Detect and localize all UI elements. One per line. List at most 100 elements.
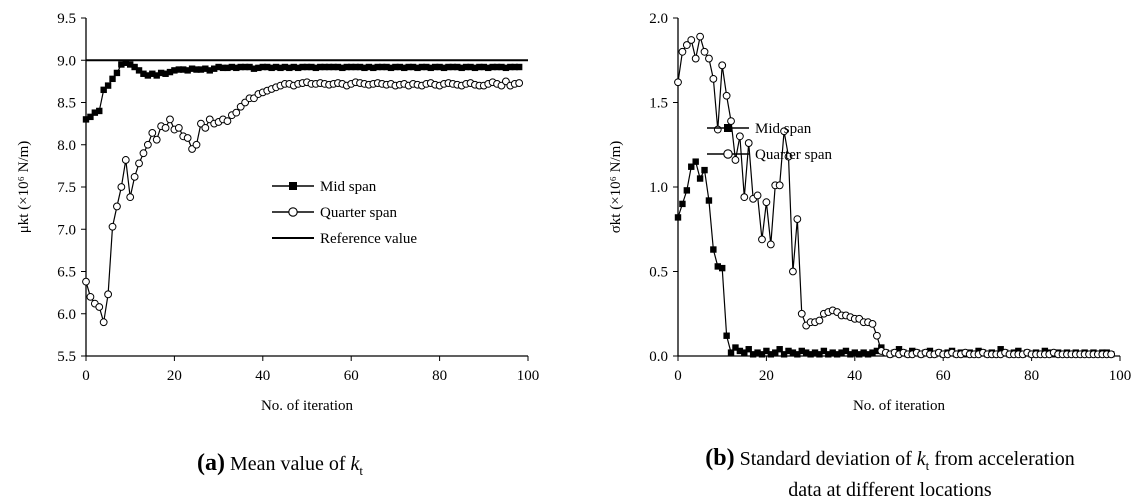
data-point — [259, 63, 266, 71]
data-point — [330, 63, 337, 71]
series-mid-span — [674, 158, 1115, 358]
data-point — [232, 108, 241, 117]
data-point — [356, 63, 364, 71]
data-point — [215, 63, 222, 71]
data-point — [462, 63, 470, 71]
data-point — [816, 351, 823, 358]
data-point — [485, 64, 492, 72]
data-point — [396, 63, 404, 71]
data-point — [290, 63, 297, 71]
data-point — [471, 64, 479, 72]
data-point — [476, 63, 483, 71]
legend-item: Quarter span — [272, 205, 398, 221]
series-mid-span — [82, 59, 523, 123]
legend-marker — [723, 149, 733, 159]
data-point — [722, 91, 731, 100]
data-point — [511, 63, 518, 71]
data-point — [758, 235, 766, 244]
y-tick-label: 5.5 — [57, 349, 76, 365]
data-point — [317, 63, 324, 71]
series-quarter-span — [82, 77, 524, 327]
x-axis-label: No. of iteration — [853, 398, 946, 414]
x-tick-label: 60 — [344, 368, 359, 384]
data-point — [997, 346, 1004, 353]
data-point — [161, 123, 170, 132]
data-point — [674, 214, 682, 221]
data-point — [762, 198, 771, 207]
legend-item: Mid span — [272, 179, 377, 195]
data-point — [692, 158, 699, 165]
data-point — [387, 64, 395, 72]
data-point — [409, 63, 417, 71]
data-point — [869, 349, 876, 356]
data-point — [802, 349, 810, 356]
data-point — [1107, 350, 1116, 359]
data-point — [140, 70, 147, 77]
data-point — [740, 193, 749, 202]
data-point — [188, 65, 196, 72]
data-point — [833, 351, 841, 358]
data-point — [162, 70, 169, 77]
data-point — [731, 156, 740, 164]
data-point — [864, 351, 872, 358]
caption-a-var: k — [350, 453, 360, 475]
caption-b-sub: t — [925, 458, 930, 473]
panel-b-standard-deviation-chart: 0 20 40 60 80 100 0.0 0.5 1.0 1.5 2.0 No. of iterat… — [608, 11, 1131, 414]
data-point — [348, 63, 355, 71]
data-point — [299, 63, 306, 71]
data-point — [427, 64, 434, 72]
y-tick-label: 0.5 — [649, 265, 668, 281]
data-point — [383, 63, 390, 71]
data-point — [674, 78, 682, 87]
data-point — [131, 63, 138, 71]
data-point — [127, 61, 134, 68]
y-tick-label: 7.5 — [57, 180, 76, 196]
data-point — [873, 347, 881, 355]
data-point — [228, 63, 236, 71]
legend-label: Quarter span — [755, 147, 833, 163]
data-point — [688, 163, 695, 170]
data-point — [682, 41, 691, 49]
data-point — [193, 66, 200, 73]
caption-a-sub: t — [359, 463, 363, 478]
y-tick-label: 9.5 — [57, 11, 76, 27]
data-point — [789, 349, 797, 356]
data-point — [705, 54, 713, 63]
data-point — [264, 63, 271, 71]
data-point — [705, 197, 713, 204]
data-point — [365, 63, 373, 71]
data-point — [308, 63, 315, 71]
x-tick-label: 80 — [1024, 368, 1039, 384]
data-point — [807, 351, 814, 358]
data-point — [121, 156, 130, 164]
legend-item: Quarter span — [707, 147, 833, 163]
data-point — [135, 159, 143, 168]
x-axis-label: No. of iteration — [261, 398, 354, 414]
data-point — [784, 152, 793, 161]
legend-marker — [724, 124, 732, 132]
data-point — [91, 109, 99, 116]
legend-marker — [288, 207, 298, 217]
data-point — [224, 64, 231, 72]
data-point — [723, 332, 730, 339]
data-point — [683, 187, 691, 194]
data-point — [458, 64, 465, 72]
data-point — [339, 64, 346, 72]
data-point — [303, 63, 311, 71]
data-point — [856, 351, 863, 358]
data-point — [246, 63, 253, 71]
data-point — [489, 63, 496, 71]
data-point — [701, 166, 708, 174]
data-point — [687, 36, 696, 44]
y-tick-label: 7.0 — [57, 222, 76, 238]
data-point — [104, 82, 112, 89]
data-point — [401, 64, 408, 72]
data-point — [754, 349, 761, 356]
legend-item: Reference value — [272, 231, 417, 247]
series-quarter-span — [674, 32, 1116, 359]
data-point — [277, 64, 284, 72]
caption-b-line2: data at different locations — [788, 479, 992, 501]
data-point — [268, 64, 275, 72]
data-point — [763, 347, 770, 355]
data-point — [149, 70, 156, 77]
